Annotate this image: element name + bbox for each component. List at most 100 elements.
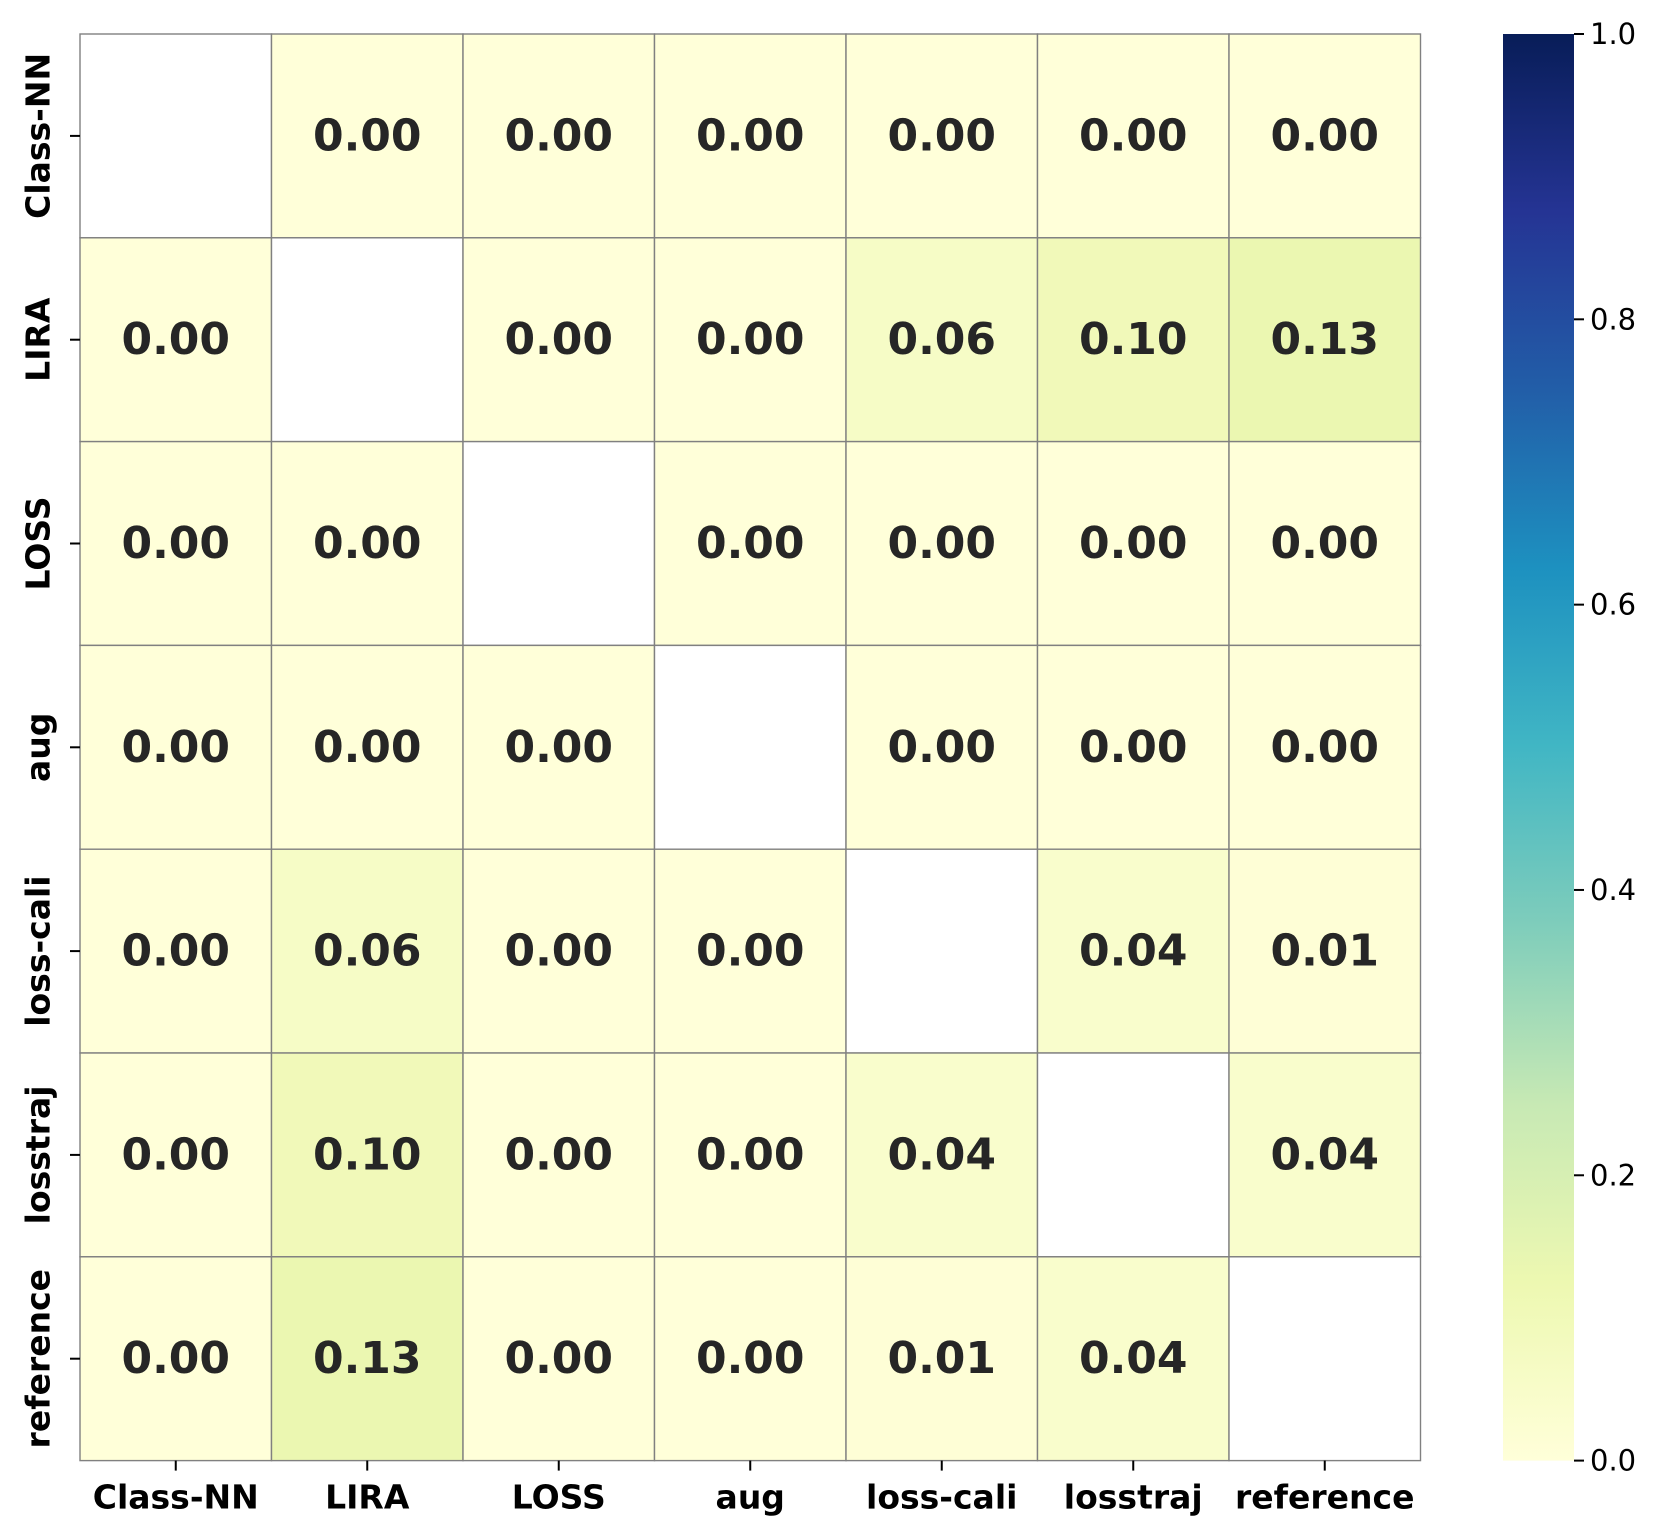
heatmap-cell-loss-cali-aug: [653, 848, 847, 1054]
heatmap-cell-reference-aug: [653, 1256, 847, 1462]
heatmap-cell-losstraj-aug: [653, 1052, 847, 1258]
heatmap-cell-lira-reference: [1228, 237, 1422, 443]
heatmap-cell-loss-reference: [1228, 440, 1422, 647]
cell-value-label: 0.06: [887, 314, 996, 365]
heatmap-cell-loss-losstraj: [1036, 440, 1230, 647]
cell-value-label: 0.00: [504, 1129, 613, 1180]
cell-value-label: 0.00: [887, 722, 996, 773]
cell-value-label: 0.04: [1270, 1129, 1379, 1180]
colorbar-ticks: 0.0 0.2 0.4 0.6 0.8 1.0: [1574, 17, 1636, 1478]
heatmap-cell-loss-cali-losstraj: [1036, 848, 1230, 1054]
heatmap-cell-loss-cali-loss-cali: [845, 848, 1039, 1054]
heatmap-cell-losstraj-reference: [1228, 1052, 1422, 1258]
y-tick-label: LIRA: [19, 297, 58, 382]
x-axis: Class-NN LIRA LOSS aug loss-cali losstraj refe…: [93, 1460, 1415, 1517]
heatmap-cell-losstraj-class-nn: [79, 1052, 273, 1258]
heatmap-cell-aug-reference: [1228, 644, 1422, 850]
x-tick-label: Class-NN: [93, 1478, 259, 1517]
heatmap-cell-losstraj-losstraj: [1036, 1052, 1230, 1258]
heatmap-cell-loss-loss: [462, 440, 656, 647]
heatmap-cell-lira-loss: [462, 237, 656, 443]
cell-value-label: 0.00: [696, 1129, 805, 1180]
cell-value-label: 0.13: [313, 1333, 422, 1384]
cell-value-label: 0.00: [121, 314, 230, 365]
colorbar-tick-label: 0.6: [1590, 588, 1636, 622]
cell-value-label: 0.00: [696, 110, 805, 161]
colorbar-gradient: [1503, 34, 1574, 1461]
cell-value-label: 0.00: [504, 314, 613, 365]
x-tick-label: losstraj: [1064, 1478, 1203, 1517]
heatmap-cells: [79, 33, 1422, 1462]
cell-value-label: 0.10: [1079, 314, 1188, 365]
cell-value-label: 0.00: [887, 518, 996, 569]
cell-value-label: 0.00: [1079, 110, 1188, 161]
heatmap-cell-reference-loss: [462, 1256, 656, 1462]
cell-value-label: 0.06: [313, 926, 422, 977]
y-tick-label: Class-NN: [19, 53, 58, 219]
heatmap-cell-aug-loss: [462, 644, 656, 850]
y-tick-label: aug: [19, 713, 58, 782]
heatmap-cell-class-nn-loss: [462, 33, 656, 239]
colorbar-tick-label: 0.4: [1590, 873, 1636, 907]
cell-value-label: 0.00: [313, 722, 422, 773]
colorbar-tick-label: 0.8: [1590, 302, 1636, 336]
x-tick-label: LIRA: [325, 1478, 410, 1517]
cell-value-label: 0.00: [121, 926, 230, 977]
cell-value-label: 0.04: [1079, 926, 1188, 977]
cell-value-label: 0.00: [1270, 518, 1379, 569]
cell-value-label: 0.00: [504, 1333, 613, 1384]
y-tick-label: reference: [19, 1269, 58, 1449]
cell-value-label: 0.04: [887, 1129, 996, 1180]
x-tick-label: loss-cali: [866, 1478, 1017, 1517]
heatmap-cell-loss-loss-cali: [845, 440, 1039, 647]
heatmap-cell-aug-class-nn: [79, 644, 273, 850]
heatmap-cell-lira-loss-cali: [845, 237, 1039, 443]
heatmap-cell-class-nn-lira: [270, 33, 464, 239]
cell-value-label: 0.00: [121, 518, 230, 569]
heatmap-cell-reference-class-nn: [79, 1256, 273, 1462]
heatmap-cell-aug-loss-cali: [845, 644, 1039, 850]
cell-value-label: 0.00: [121, 722, 230, 773]
cell-value-label: 0.00: [504, 722, 613, 773]
cell-value-label: 0.04: [1079, 1333, 1188, 1384]
cell-value-label: 0.00: [696, 314, 805, 365]
heatmap-cell-class-nn-losstraj: [1036, 33, 1230, 239]
heatmap-cell-loss-lira: [270, 440, 464, 647]
heatmap-cell-class-nn-class-nn: [79, 33, 273, 239]
heatmap-cell-losstraj-loss-cali: [845, 1052, 1039, 1258]
cell-value-label: 0.00: [1270, 110, 1379, 161]
heatmap-cell-loss-aug: [653, 440, 847, 647]
colorbar-tick-label: 0.0: [1590, 1444, 1636, 1478]
heatmap-cell-class-nn-reference: [1228, 33, 1422, 239]
cell-value-label: 0.10: [313, 1129, 422, 1180]
heatmap-cell-labels: 0.00 0.00 0.00 0.00 0.00 0.00 0.00 0.00 0.00 0.06…: [121, 110, 1379, 1384]
cell-value-label: 0.01: [887, 1333, 996, 1384]
cell-value-label: 0.00: [121, 1129, 230, 1180]
cell-value-label: 0.00: [887, 110, 996, 161]
cell-value-label: 0.00: [696, 518, 805, 569]
cell-value-label: 0.00: [696, 926, 805, 977]
heatmap-cell-aug-losstraj: [1036, 644, 1230, 850]
colorbar-tick-label: 0.2: [1590, 1158, 1636, 1192]
heatmap-cell-class-nn-aug: [653, 33, 847, 239]
cell-value-label: 0.00: [1270, 722, 1379, 773]
heatmap-cell-loss-cali-loss: [462, 848, 656, 1054]
heatmap-cell-class-nn-loss-cali: [845, 33, 1039, 239]
y-tick-label: losstraj: [19, 1085, 58, 1224]
colorbar-tick-label: 1.0: [1590, 17, 1636, 51]
cell-value-label: 0.00: [313, 110, 422, 161]
heatmap-cell-reference-lira: [270, 1256, 464, 1462]
x-tick-label: reference: [1235, 1478, 1415, 1517]
x-tick-label: LOSS: [512, 1478, 606, 1517]
heatmap-cell-aug-aug: [653, 644, 847, 850]
colorbar: 0.0 0.2 0.4 0.6 0.8 1.0: [1503, 17, 1636, 1478]
cell-value-label: 0.00: [504, 110, 613, 161]
y-tick-label: loss-cali: [19, 875, 58, 1026]
cell-value-label: 0.00: [696, 1333, 805, 1384]
heatmap-cell-loss-cali-reference: [1228, 848, 1422, 1054]
cell-value-label: 0.00: [313, 518, 422, 569]
cell-value-label: 0.00: [1079, 722, 1188, 773]
heatmap-cell-reference-reference: [1228, 1256, 1422, 1462]
cell-value-label: 0.00: [1079, 518, 1188, 569]
